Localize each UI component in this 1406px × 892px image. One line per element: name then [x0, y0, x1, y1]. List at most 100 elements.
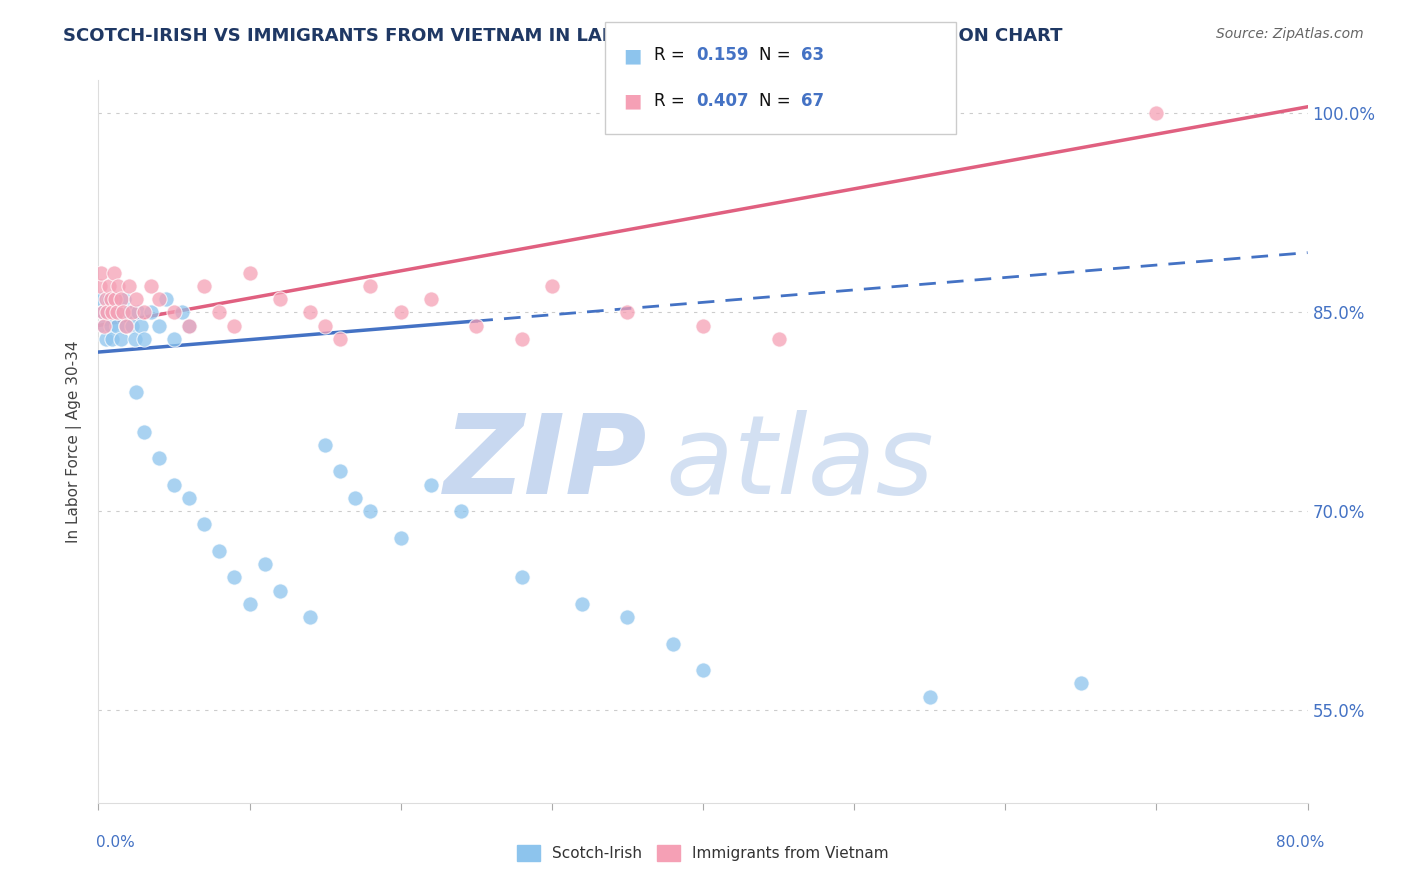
Point: [125, 384, 148, 399]
Point: [299, 305, 322, 319]
Point: [93, 318, 115, 333]
Point: [344, 491, 367, 505]
Point: [94, 332, 117, 346]
Text: N =: N =: [759, 92, 796, 110]
Point: [571, 597, 593, 611]
Point: [239, 266, 262, 280]
Point: [101, 305, 124, 319]
Text: ■: ■: [623, 91, 641, 110]
Text: Source: ZipAtlas.com: Source: ZipAtlas.com: [1216, 27, 1364, 41]
Text: R =: R =: [654, 92, 690, 110]
Point: [118, 305, 141, 319]
Point: [163, 477, 186, 491]
Point: [540, 278, 562, 293]
Text: 80.0%: 80.0%: [1277, 836, 1324, 850]
Point: [121, 318, 143, 333]
Point: [94, 292, 117, 306]
Point: [208, 544, 231, 558]
Point: [179, 318, 201, 333]
Point: [90, 292, 112, 306]
Point: [101, 332, 124, 346]
Point: [110, 292, 132, 306]
Point: [127, 305, 149, 319]
Point: [360, 278, 382, 293]
Point: [124, 332, 146, 346]
Y-axis label: In Labor Force | Age 30-34: In Labor Force | Age 30-34: [66, 340, 83, 543]
Point: [389, 531, 412, 545]
Text: ■: ■: [623, 46, 641, 65]
Point: [91, 305, 114, 319]
Point: [389, 305, 412, 319]
Point: [179, 318, 201, 333]
Point: [179, 491, 201, 505]
Point: [163, 332, 186, 346]
Legend: Scotch-Irish, Immigrants from Vietnam: Scotch-Irish, Immigrants from Vietnam: [510, 839, 896, 867]
Point: [105, 318, 128, 333]
Point: [114, 318, 136, 333]
Point: [253, 557, 276, 571]
Point: [661, 637, 683, 651]
Point: [105, 305, 128, 319]
Point: [148, 292, 170, 306]
Point: [104, 292, 127, 306]
Point: [1070, 676, 1092, 690]
Point: [98, 278, 121, 293]
Point: [224, 570, 246, 584]
Point: [768, 332, 790, 346]
Point: [91, 305, 114, 319]
Point: [692, 663, 714, 677]
Point: [299, 610, 322, 624]
Point: [104, 292, 127, 306]
Text: N =: N =: [759, 46, 796, 64]
Point: [314, 438, 336, 452]
Point: [111, 305, 134, 319]
Point: [100, 318, 122, 333]
Point: [1146, 106, 1168, 120]
Point: [110, 332, 132, 346]
Point: [155, 292, 177, 306]
Text: ZIP: ZIP: [444, 409, 648, 516]
Point: [510, 332, 533, 346]
Point: [163, 305, 186, 319]
Text: SCOTCH-IRISH VS IMMIGRANTS FROM VIETNAM IN LABOR FORCE | AGE 30-34 CORRELATION C: SCOTCH-IRISH VS IMMIGRANTS FROM VIETNAM …: [63, 27, 1063, 45]
Point: [98, 292, 121, 306]
Point: [450, 504, 472, 518]
Point: [89, 278, 111, 293]
Text: 67: 67: [801, 92, 824, 110]
Text: atlas: atlas: [665, 409, 934, 516]
Point: [208, 305, 231, 319]
Point: [132, 425, 155, 439]
Point: [269, 583, 291, 598]
Text: 0.0%: 0.0%: [96, 836, 135, 850]
Point: [90, 266, 112, 280]
Point: [329, 464, 352, 478]
Point: [100, 292, 122, 306]
Text: 63: 63: [801, 46, 824, 64]
Point: [193, 278, 215, 293]
Point: [420, 477, 443, 491]
Point: [96, 305, 118, 319]
Point: [129, 318, 152, 333]
Point: [107, 278, 129, 293]
Point: [141, 305, 163, 319]
Point: [616, 610, 638, 624]
Point: [125, 292, 148, 306]
Point: [360, 504, 382, 518]
Text: 0.407: 0.407: [696, 92, 748, 110]
Point: [107, 305, 129, 319]
Point: [269, 292, 291, 306]
Point: [132, 332, 155, 346]
Point: [616, 305, 638, 319]
Point: [103, 305, 125, 319]
Text: R =: R =: [654, 46, 690, 64]
Point: [132, 305, 155, 319]
Point: [170, 305, 193, 319]
Point: [420, 292, 443, 306]
Point: [141, 278, 163, 293]
Point: [510, 570, 533, 584]
Point: [465, 318, 488, 333]
Point: [96, 305, 118, 319]
Point: [112, 292, 135, 306]
Point: [193, 517, 215, 532]
Point: [93, 318, 115, 333]
